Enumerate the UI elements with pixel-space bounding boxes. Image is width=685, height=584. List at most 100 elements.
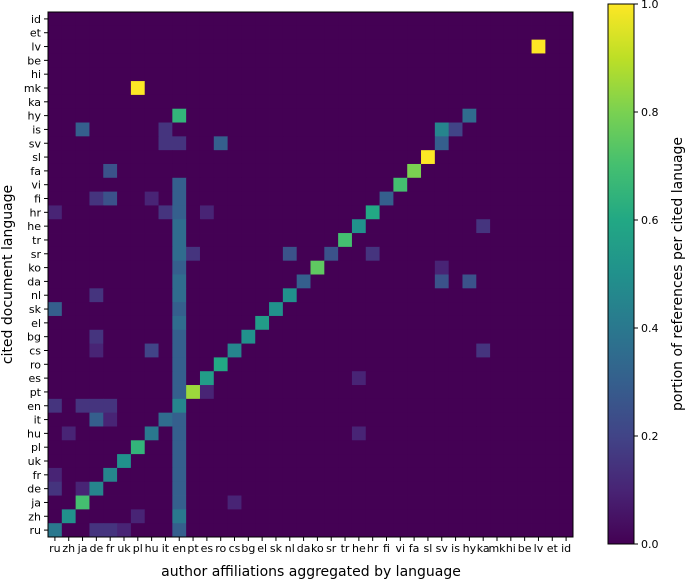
heatmap-cell [103,412,118,427]
heatmap-cell [130,398,146,414]
heatmap-cell [351,523,367,538]
heatmap-cell [517,371,532,386]
heatmap-cell [490,343,505,358]
heatmap-cell [130,25,146,41]
heatmap-cell [61,288,77,303]
heatmap-cell [490,81,505,96]
heatmap-cell [379,150,394,165]
heatmap-cell [324,260,339,275]
heatmap-cell [199,39,215,54]
heatmap-cell [227,523,242,538]
heatmap-cell [351,371,367,386]
heatmap-cell [559,371,574,386]
heatmap-cell [227,509,242,524]
heatmap-cell [503,302,519,317]
heatmap-cell [158,122,173,137]
heatmap-cell [365,94,380,110]
heatmap-cell [545,357,560,372]
heatmap-cell [296,495,311,510]
heatmap-cell [130,94,146,110]
heatmap-cell [393,67,408,82]
heatmap-cell [89,39,104,54]
heatmap-cell [379,357,394,372]
heatmap-cell [75,481,90,496]
heatmap-cell [213,233,229,248]
heatmap-cell [379,315,394,331]
heatmap-cell [351,385,367,400]
heatmap-cell [531,81,546,96]
heatmap-cell [117,205,132,220]
heatmap-cell [130,150,146,165]
heatmap-cell [89,274,104,289]
heatmap-cell [186,219,201,234]
heatmap-cell [393,219,408,234]
heatmap-cell [365,191,380,206]
heatmap-cell [338,246,353,262]
heatmap-cell [103,39,118,54]
heatmap-cell [448,260,463,275]
heatmap-cell [490,426,505,441]
heatmap-cell [421,25,436,41]
heatmap-cell [227,163,242,179]
heatmap-cell [117,67,132,82]
heatmap-cell [269,53,284,68]
heatmap-cell [75,191,90,206]
heatmap-cell [559,523,574,538]
heatmap-cell [476,481,491,496]
heatmap-cell [324,205,339,220]
heatmap-cell [338,136,353,151]
heatmap-cell [282,150,298,165]
heatmap-cell [365,302,380,317]
heatmap-cell [48,302,63,317]
heatmap-cell [213,246,229,262]
heatmap-cell [158,495,173,510]
heatmap-cell [559,260,574,275]
heatmap-cell [158,163,173,179]
heatmap-cell [144,315,159,331]
heatmap-cell [503,274,519,289]
heatmap-cell [448,25,463,41]
heatmap-cell [421,385,436,400]
heatmap-cell [421,233,436,248]
heatmap-cell [255,495,270,510]
heatmap-cell [421,495,436,510]
heatmap-cell [213,385,229,400]
heatmap-cell [130,246,146,262]
heatmap-cell [130,233,146,248]
heatmap-cell [545,495,560,510]
heatmap-cell [158,260,173,275]
heatmap-cell [282,177,298,193]
heatmap-cell [61,398,77,414]
heatmap-cell [282,67,298,82]
heatmap-cell [48,260,63,275]
heatmap-cell [379,523,394,538]
y-tick-label: et [30,27,42,40]
heatmap-cell [310,343,325,358]
heatmap-cell [172,177,187,193]
heatmap-cell [241,177,256,193]
heatmap-cell [269,426,284,441]
heatmap-cell [48,509,63,524]
heatmap-cell [365,233,380,248]
heatmap-cell [61,343,77,358]
heatmap-cell [365,136,380,151]
heatmap-cell [407,371,422,386]
heatmap-cell [158,315,173,331]
y-tick-label: zh [28,510,41,523]
heatmap-cell [462,191,477,206]
heatmap-cell [158,385,173,400]
heatmap-cell [351,329,367,344]
heatmap-cell [545,246,560,262]
heatmap-cell [75,440,90,455]
heatmap-cell [448,357,463,372]
heatmap-cell [186,481,201,496]
heatmap-cell [310,163,325,179]
heatmap-cell [365,398,380,414]
heatmap-cell [559,274,574,289]
heatmap-cell [559,67,574,82]
heatmap-cell [338,481,353,496]
heatmap-cell [324,191,339,206]
heatmap-cell [448,440,463,455]
heatmap-cell [503,163,519,179]
heatmap-cell [365,39,380,54]
